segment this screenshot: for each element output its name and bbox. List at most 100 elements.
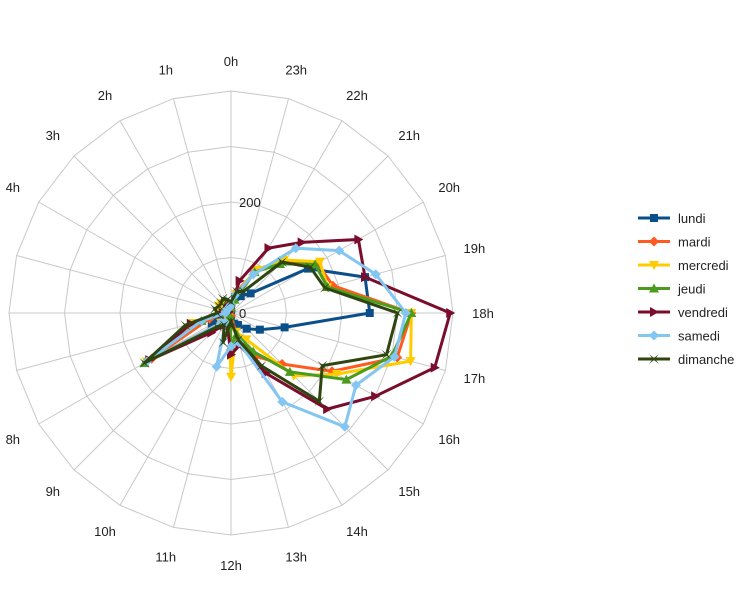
legend-label: vendredi [678, 305, 728, 320]
hour-label: 13h [285, 549, 307, 564]
hour-label: 20h [438, 180, 460, 195]
data-point [241, 335, 252, 345]
data-point [649, 354, 659, 364]
hour-label: 3h [46, 128, 60, 143]
data-point [233, 321, 242, 330]
data-point [305, 262, 316, 273]
data-point [217, 293, 228, 304]
hour-label: 15h [398, 484, 420, 499]
data-point [365, 309, 374, 317]
data-point [381, 349, 392, 360]
data-point [650, 214, 658, 222]
series-dimanche [139, 256, 403, 407]
data-point [139, 357, 150, 368]
grid-spoke [73, 312, 232, 471]
data-point [235, 275, 245, 286]
hour-label: 8h [6, 432, 20, 447]
data-point [242, 324, 251, 333]
data-point [317, 360, 328, 371]
grid-spoke [230, 98, 289, 314]
radial-tick-label: 0 [239, 306, 246, 321]
legend-entry-samedi: samedi [638, 329, 720, 344]
data-point [389, 351, 400, 362]
data-point [226, 372, 236, 382]
data-point [370, 269, 381, 280]
hour-label: 9h [46, 484, 60, 499]
data-point [236, 292, 245, 301]
grid-spoke [230, 312, 289, 528]
data-point [218, 337, 229, 348]
hour-label: 18h [472, 306, 494, 321]
series-line [145, 258, 413, 378]
data-point [219, 320, 230, 331]
hour-label: 23h [285, 63, 307, 78]
data-point [392, 308, 403, 318]
data-point [371, 391, 381, 402]
legend-entry-vendredi: vendredi [638, 305, 728, 320]
data-point [231, 286, 242, 297]
legend: lundi mardi mercredi jeudi vendredi samedi dim… [638, 211, 734, 367]
hour-label: 22h [346, 88, 368, 103]
data-point [209, 303, 220, 314]
data-point [180, 320, 191, 331]
hour-label: 19h [464, 241, 486, 256]
data-point [277, 256, 288, 267]
data-point [222, 294, 233, 305]
legend-entry-mardi: mardi [638, 235, 711, 250]
hour-labels: 0h1h2h3h4h5h6h7h8h9h10h11h12h13h14h15h16… [6, 54, 494, 573]
hour-label: 14h [346, 524, 368, 539]
data-point [226, 341, 236, 352]
grid-spoke [38, 312, 232, 425]
grid-spoke [73, 155, 232, 314]
legend-label: mercredi [678, 258, 729, 273]
hour-label: 16h [438, 432, 460, 447]
grid-spoke [173, 98, 232, 314]
data-point [650, 307, 659, 317]
data-point [246, 289, 255, 298]
hour-label: 2h [98, 88, 112, 103]
data-point [331, 370, 342, 380]
data-point [350, 380, 361, 391]
data-point [649, 261, 659, 270]
data-point [649, 330, 659, 341]
data-point [430, 362, 440, 373]
legend-entry-jeudi: jeudi [638, 282, 706, 297]
hour-label: 0h [224, 54, 238, 69]
data-point [225, 310, 236, 320]
data-point [354, 234, 364, 245]
data-point [314, 257, 325, 267]
data-point [284, 366, 295, 376]
data-point [226, 316, 236, 327]
legend-entry-dimanche: dimanche [638, 352, 734, 367]
data-point [256, 360, 267, 371]
legend-entry-mercredi: mercredi [638, 258, 729, 273]
data-point [238, 286, 249, 297]
hour-label: 1h [159, 63, 173, 78]
data-point [361, 272, 371, 283]
data-point [212, 308, 223, 318]
grid-spoke [230, 312, 389, 471]
data-point [280, 323, 289, 332]
data-point [446, 308, 456, 318]
grid-spoke [230, 201, 424, 314]
data-point [211, 361, 222, 372]
data-point [319, 282, 330, 293]
data-point [405, 357, 416, 367]
hour-label: 4h [6, 180, 20, 195]
legend-label: dimanche [678, 352, 734, 367]
grid-spoke [119, 312, 232, 506]
grid-spoke [38, 201, 232, 314]
data-series [139, 234, 456, 432]
data-point [339, 421, 350, 432]
data-point [314, 396, 325, 407]
hour-label: 10h [94, 524, 116, 539]
hour-label: 17h [464, 371, 486, 386]
data-point [264, 243, 274, 254]
legend-label: lundi [678, 211, 706, 226]
grid-spoke [16, 255, 232, 314]
data-point [220, 308, 231, 318]
data-point [649, 236, 659, 247]
data-point [227, 349, 236, 360]
grid-spoke [230, 255, 446, 314]
grid-spoke [230, 312, 343, 506]
